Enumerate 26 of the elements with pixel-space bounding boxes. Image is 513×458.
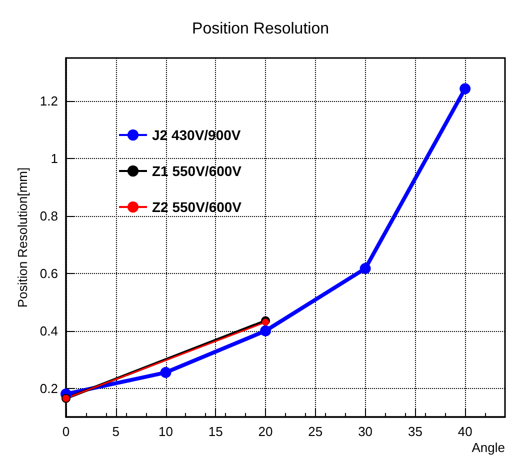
legend-label: Z1 550V/600V — [152, 163, 242, 179]
x-tick-label: 10 — [158, 424, 173, 439]
point — [360, 263, 371, 274]
x-axis-title: Angle — [472, 440, 505, 455]
x-tick-label: 30 — [358, 424, 373, 439]
y-tick-label: 0.4 — [40, 323, 58, 338]
y-tick-label: 0.6 — [40, 266, 58, 281]
x-tick-label: 0 — [62, 424, 70, 439]
point — [260, 325, 272, 336]
legend-label: Z2 550V/600V — [152, 199, 242, 215]
point — [160, 366, 172, 378]
x-tick-label: 25 — [308, 424, 323, 439]
x-tick-label: 35 — [408, 424, 422, 439]
x-tick-label: 15 — [208, 424, 223, 439]
point — [262, 318, 270, 326]
chart-title: Position Resolution — [192, 20, 329, 38]
y-tick-label: 0.2 — [40, 380, 58, 396]
y-axis-title: Position Resolution[mm] — [15, 167, 30, 308]
x-tick-label: 5 — [112, 424, 120, 439]
legend-label: J2 430V/900V — [152, 127, 242, 143]
x-tick-label: 40 — [458, 424, 472, 439]
x-tick-label: 20 — [258, 424, 273, 439]
y-tick-label: 1.2 — [40, 94, 58, 109]
y-tick-label: 1 — [50, 151, 58, 166]
y-tick-label: 0.8 — [40, 208, 58, 224]
point — [460, 83, 471, 94]
